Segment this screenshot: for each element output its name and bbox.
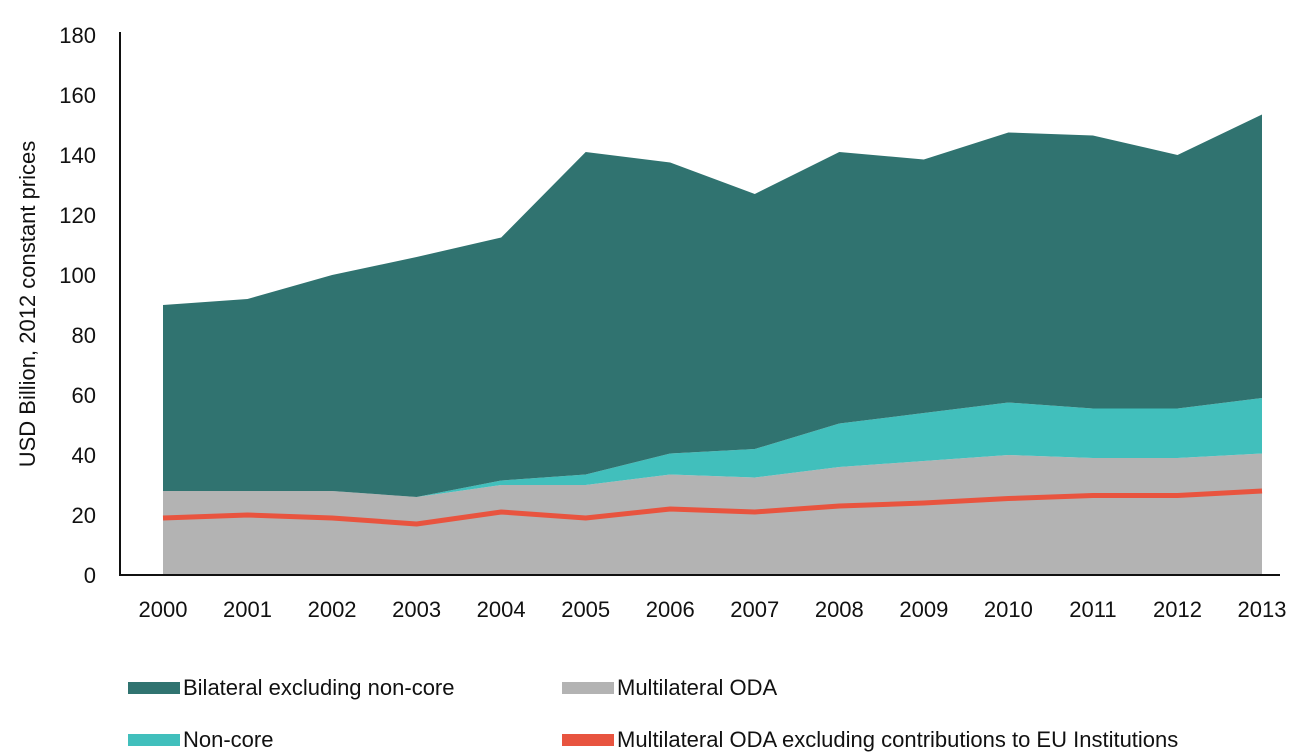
- y-tick-label: 80: [72, 323, 96, 348]
- y-tick-label: 140: [59, 143, 96, 168]
- legend-label-multilateral-ex-eu: Multilateral ODA excluding contributions…: [617, 727, 1179, 752]
- x-tick-label: 2007: [730, 597, 779, 622]
- y-tick-labels: 0 20 40 60 80 100 120 140 160 180: [59, 23, 96, 588]
- y-tick-label: 160: [59, 83, 96, 108]
- area-layer: [163, 114, 1262, 575]
- legend-item-bilateral: Bilateral excluding non-core: [128, 675, 455, 701]
- y-tick-label: 180: [59, 23, 96, 48]
- x-tick-label: 2009: [899, 597, 948, 622]
- legend-swatch-bilateral: [128, 682, 180, 694]
- legend-item-multilateral: Multilateral ODA: [562, 675, 777, 701]
- x-tick-label: 2003: [392, 597, 441, 622]
- legend-label-noncore: Non-core: [183, 727, 274, 752]
- legend-swatch-multilateral-ex-eu: [562, 734, 614, 746]
- axes: [119, 32, 1280, 576]
- x-tick-label: 2012: [1153, 597, 1202, 622]
- legend-item-noncore: Non-core: [128, 727, 273, 753]
- x-tick-label: 2011: [1069, 597, 1116, 622]
- x-tick-label: 2001: [223, 597, 272, 622]
- x-tick-labels: 2000 2001 2002 2003 2004 2005 2006 2007 2008 2009…: [139, 597, 1287, 622]
- x-tick-label: 2008: [815, 597, 864, 622]
- area-non-core: [163, 398, 1262, 497]
- area-bilateral-excluding-non-core: [163, 114, 1262, 497]
- area-multilateral-oda: [163, 453, 1262, 575]
- y-tick-label: 100: [59, 263, 96, 288]
- y-tick-label: 40: [72, 443, 96, 468]
- x-tick-label: 2002: [308, 597, 357, 622]
- legend-swatch-noncore: [128, 734, 180, 746]
- x-tick-label: 2000: [139, 597, 188, 622]
- x-tick-label: 2010: [984, 597, 1033, 622]
- y-tick-label: 20: [72, 503, 96, 528]
- line-multilateral-oda-excluding-contributions-to-eu-institutions: [162, 488, 1263, 527]
- line-layer: [162, 488, 1263, 527]
- legend-label-multilateral: Multilateral ODA: [617, 675, 778, 700]
- y-axis-title: USD Billion, 2012 constant prices: [15, 141, 40, 468]
- legend-swatch-multilateral: [562, 682, 614, 694]
- x-tick-label: 2006: [646, 597, 695, 622]
- legend-item-multilateral-ex-eu: Multilateral ODA excluding contributions…: [562, 727, 1178, 753]
- y-tick-label: 0: [84, 563, 96, 588]
- x-tick-label: 2013: [1238, 597, 1287, 622]
- legend-label-bilateral: Bilateral excluding non-core: [183, 675, 455, 700]
- y-tick-label: 60: [72, 383, 96, 408]
- x-tick-label: 2005: [561, 597, 610, 622]
- y-tick-label: 120: [59, 203, 96, 228]
- x-tick-label: 2004: [477, 597, 526, 622]
